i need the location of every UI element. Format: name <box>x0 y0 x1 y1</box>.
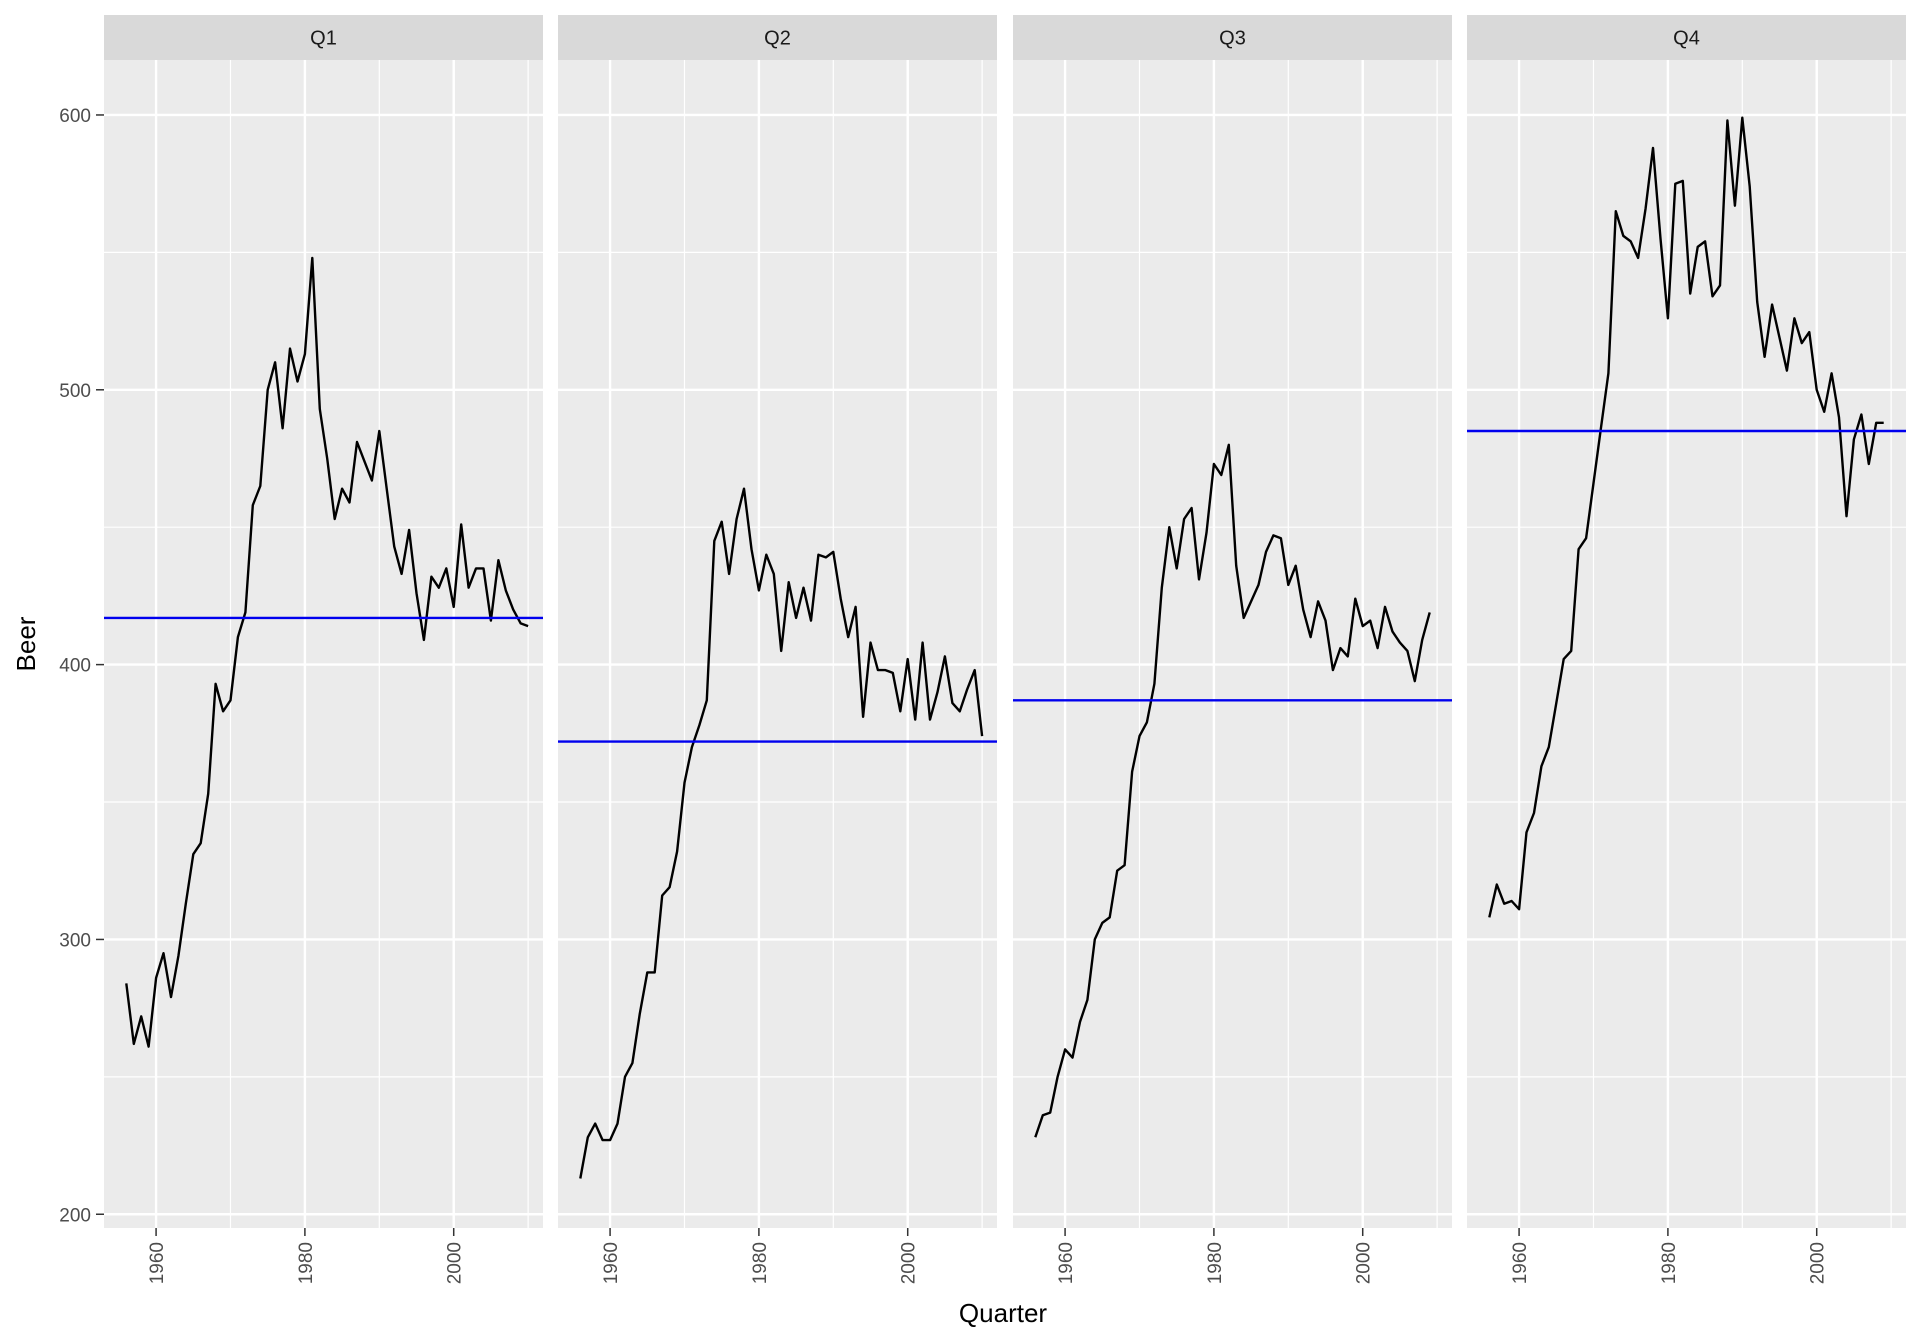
x-tick-label: 1960 <box>1510 1242 1531 1284</box>
y-tick-label: 300 <box>59 930 91 951</box>
facet-strip <box>104 15 543 60</box>
facet-strip <box>558 15 997 60</box>
facet-panel-q3: Q3 1960 1980 2000 <box>1013 15 1452 1284</box>
panel-background <box>104 60 543 1228</box>
facet-strip-label: Q1 <box>310 28 337 50</box>
facet-strip-label: Q4 <box>1673 28 1700 50</box>
facet-strip <box>1467 15 1906 60</box>
y-tick-label: 400 <box>59 656 91 677</box>
panel-background <box>558 60 997 1228</box>
series-line-q3 <box>1034 443 1431 1138</box>
x-tick-label: 2000 <box>445 1242 466 1284</box>
y-tick-label: 600 <box>59 106 91 127</box>
series-line-q4 <box>1488 116 1884 918</box>
x-tick-label: 2000 <box>1808 1242 1829 1284</box>
x-tick-label: 1980 <box>296 1242 317 1284</box>
x-tick-label: 2000 <box>899 1242 920 1284</box>
y-axis-title: Beer <box>11 616 41 671</box>
x-tick-label: 1980 <box>1659 1242 1680 1284</box>
series-line-q1 <box>125 256 529 1048</box>
facet-strip <box>1013 15 1452 60</box>
facet-panel-q4: Q4 1960 1980 2000 <box>1467 15 1906 1284</box>
facet-strip-label: Q2 <box>764 28 791 50</box>
facet-panel-q2: Q2 1960 1980 2000 <box>558 15 997 1284</box>
x-tick-label: 1960 <box>601 1242 622 1284</box>
x-tick-label: 1980 <box>1205 1242 1226 1284</box>
facet-panel-q1: Q1 1960 1980 2000 <box>104 15 543 1284</box>
x-axis-title: Quarter <box>959 1298 1047 1328</box>
x-tick-label: 1960 <box>1056 1242 1077 1284</box>
x-tick-label: 2000 <box>1354 1242 1375 1284</box>
series-line-q2 <box>579 487 984 1179</box>
facet-strip-label: Q3 <box>1219 28 1246 50</box>
y-tick-label: 500 <box>59 381 91 402</box>
y-tick-label: 200 <box>59 1205 91 1226</box>
panel-background <box>1013 60 1452 1228</box>
x-tick-label: 1960 <box>147 1242 168 1284</box>
x-tick-label: 1980 <box>750 1242 771 1284</box>
